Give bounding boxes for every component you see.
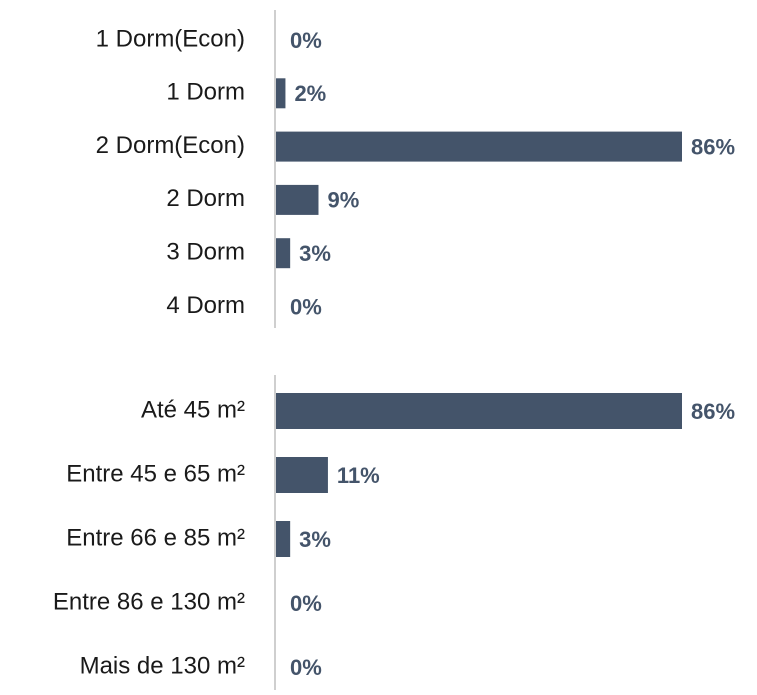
category-label: Entre 86 e 130 m² [53,588,245,615]
value-label: 3% [299,241,331,266]
value-label: 0% [290,294,322,319]
category-label: Entre 66 e 85 m² [66,524,245,551]
value-label: 11% [337,463,380,488]
category-label: 3 Dorm [166,239,245,266]
category-label: 2 Dorm [166,185,245,212]
bar [276,238,291,269]
value-label: 2% [294,81,326,106]
category-label: Entre 45 e 65 m² [66,460,245,487]
value-label: 86% [691,134,735,159]
bar [276,184,319,215]
value-label: 9% [327,188,359,213]
value-label: 3% [299,527,331,552]
bar [276,521,291,557]
bar [276,131,682,162]
category-label: 1 Dorm(Econ) [96,25,245,52]
value-label: 0% [290,28,322,53]
category-label: Mais de 130 m² [80,652,245,679]
category-label: 1 Dorm [166,79,245,106]
value-label: 86% [691,399,735,424]
value-label: 0% [290,591,322,616]
category-label: 2 Dorm(Econ) [96,132,245,159]
bar [276,78,286,109]
category-label: Até 45 m² [141,396,245,423]
category-label: 4 Dorm [166,292,245,319]
bar [276,457,328,493]
value-label: 0% [290,655,322,680]
bar [276,393,682,429]
